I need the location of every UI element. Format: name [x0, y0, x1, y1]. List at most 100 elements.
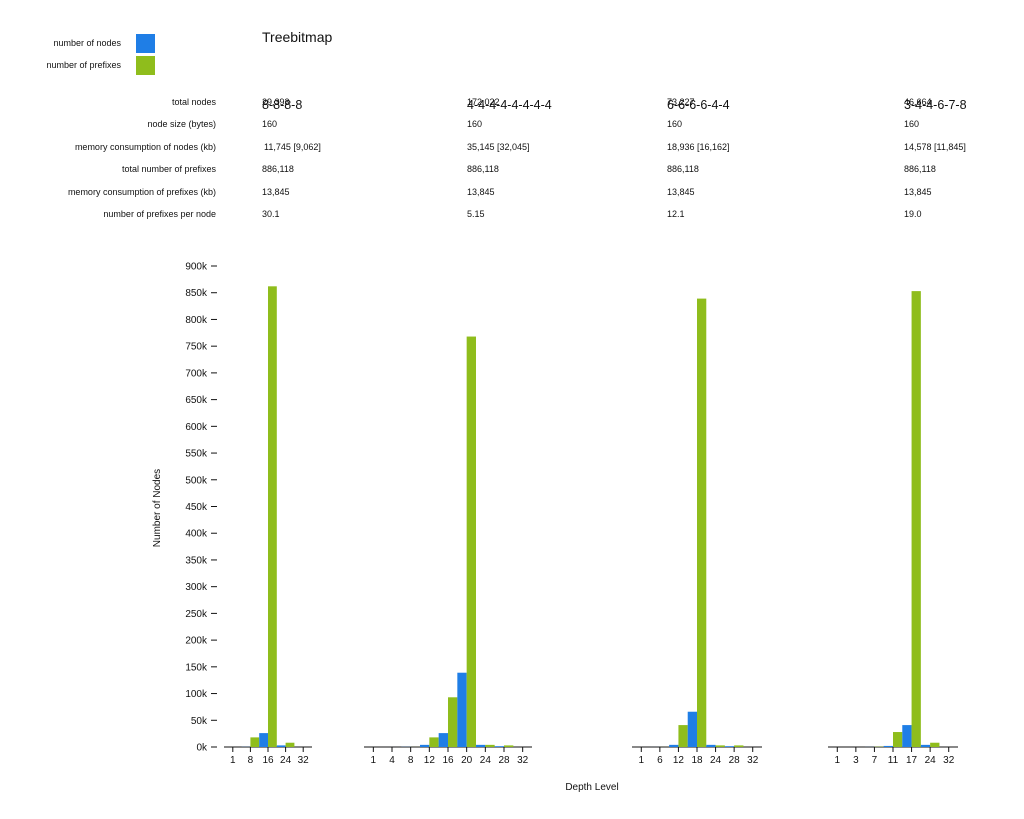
y-tick-label: 650k [185, 395, 208, 406]
bar-prefixes [715, 745, 725, 747]
bar-nodes [920, 744, 931, 747]
x-tick-label: 1 [639, 755, 645, 766]
table-cell: 160 [467, 119, 483, 129]
y-axis-title: Number of Nodes [152, 469, 163, 547]
row-label: number of prefixes per node [103, 209, 216, 219]
x-tick-label: 16 [262, 755, 274, 766]
bar-nodes [276, 745, 286, 747]
table-cell: 73,227 [667, 97, 695, 107]
legend-swatch-nodes [136, 34, 155, 53]
y-tick-label: 500k [185, 475, 208, 486]
table-cell: 29,393 [262, 97, 290, 107]
table-cell: 886,118 [262, 164, 294, 174]
x-tick-label: 17 [906, 755, 918, 766]
legend: number of nodes number of prefixes [40, 34, 155, 78]
table-cell: 13,845 [667, 187, 695, 197]
table-cell: 12.1 [667, 209, 685, 219]
x-tick-label: 24 [480, 755, 492, 766]
table-cell: 13,845 [262, 187, 290, 197]
bar-prefixes [734, 745, 744, 747]
y-tick-label: 300k [185, 582, 208, 593]
bar-nodes [457, 672, 467, 747]
x-tick-label: 24 [925, 755, 937, 766]
bar-prefixes [485, 744, 495, 747]
y-tick-label: 100k [185, 689, 208, 700]
table-cell: 11,745 [9,062] [264, 142, 321, 152]
bar-prefixes [697, 298, 707, 747]
legend-label-nodes: number of nodes [53, 38, 121, 48]
bar-prefixes [893, 732, 903, 747]
table-cell: 46,664 [904, 97, 932, 107]
x-tick-label: 28 [729, 755, 741, 766]
config-name: 8-8-8-8 [262, 98, 303, 112]
y-tick-label: 400k [185, 529, 208, 540]
table-cell: 886,118 [667, 164, 699, 174]
x-tick-label: 1 [835, 755, 841, 766]
y-tick-label: 700k [185, 368, 208, 379]
row-label: memory consumption of nodes (kb) [74, 142, 216, 152]
table-cell: 30.1 [262, 209, 280, 219]
x-tick-label: 7 [872, 755, 878, 766]
legend-label-prefixes: number of prefixes [46, 60, 121, 70]
bar-nodes [476, 744, 486, 747]
bar-nodes [420, 744, 430, 747]
x-tick-label: 12 [673, 755, 685, 766]
page-title: Treebitmap [262, 29, 333, 45]
x-tick-label: 3 [853, 755, 859, 766]
row-label: node size (bytes) [147, 119, 216, 129]
table-cell: 886,118 [467, 164, 499, 174]
config-name: 4-4-4-4-4-4-4-4 [467, 98, 552, 112]
bar-prefixes [678, 725, 688, 747]
table-cell: 14,578 [11,845] [904, 142, 966, 152]
x-tick-label: 28 [498, 755, 510, 766]
y-tick-label: 750k [185, 342, 208, 353]
table-cell: 19.0 [904, 209, 922, 219]
table-cell: 13,845 [467, 187, 495, 197]
y-tick-label: 850k [185, 288, 208, 299]
bar-nodes [687, 711, 697, 747]
x-tick-label: 1 [371, 755, 377, 766]
x-tick-label: 24 [280, 755, 292, 766]
row-label: memory consumption of prefixes (kb) [67, 187, 216, 197]
bar-nodes [883, 745, 893, 747]
config-name: 6-6-6-6-4-4 [667, 98, 730, 112]
x-tick-label: 20 [461, 755, 473, 766]
x-tick-label: 12 [424, 755, 436, 766]
y-tick-label: 350k [185, 555, 208, 566]
row-label: total nodes [171, 97, 216, 107]
row-label: total number of prefixes [121, 164, 216, 174]
legend-item-nodes: number of nodes [40, 34, 155, 56]
bar-nodes [706, 744, 716, 747]
y-tick-label: 450k [185, 502, 208, 513]
table-cell: 18,936 [16,162] [667, 142, 730, 152]
bar-prefixes [466, 336, 476, 747]
y-tick-label: 150k [185, 662, 208, 673]
x-tick-label: 6 [657, 755, 663, 766]
table-cell: 35,145 [32,045] [467, 142, 530, 152]
y-tick-label: 550k [185, 449, 208, 460]
x-tick-label: 11 [888, 755, 899, 766]
legend-item-prefixes: number of prefixes [40, 56, 155, 78]
x-tick-label: 24 [710, 755, 722, 766]
table-cell: 160 [904, 119, 920, 129]
bar-nodes [494, 746, 504, 747]
x-tick-label: 18 [691, 755, 703, 766]
x-axis-title: Depth Level [565, 782, 618, 793]
y-tick-label: 800k [185, 315, 208, 326]
bar-prefixes [504, 745, 514, 747]
x-tick-label: 8 [408, 755, 414, 766]
y-tick-label: 200k [185, 636, 208, 647]
table-cell: 160 [262, 119, 278, 129]
x-tick-label: 4 [389, 755, 395, 766]
bar-nodes [724, 746, 735, 747]
y-tick-label: 50k [191, 716, 208, 727]
x-tick-label: 1 [230, 755, 236, 766]
bar-nodes [438, 733, 448, 747]
x-tick-label: 32 [517, 755, 529, 766]
bar-prefixes [930, 742, 940, 747]
table-cell: 160 [667, 119, 683, 129]
x-tick-label: 16 [442, 755, 454, 766]
x-tick-label: 32 [298, 755, 310, 766]
bar-prefixes [285, 742, 295, 747]
